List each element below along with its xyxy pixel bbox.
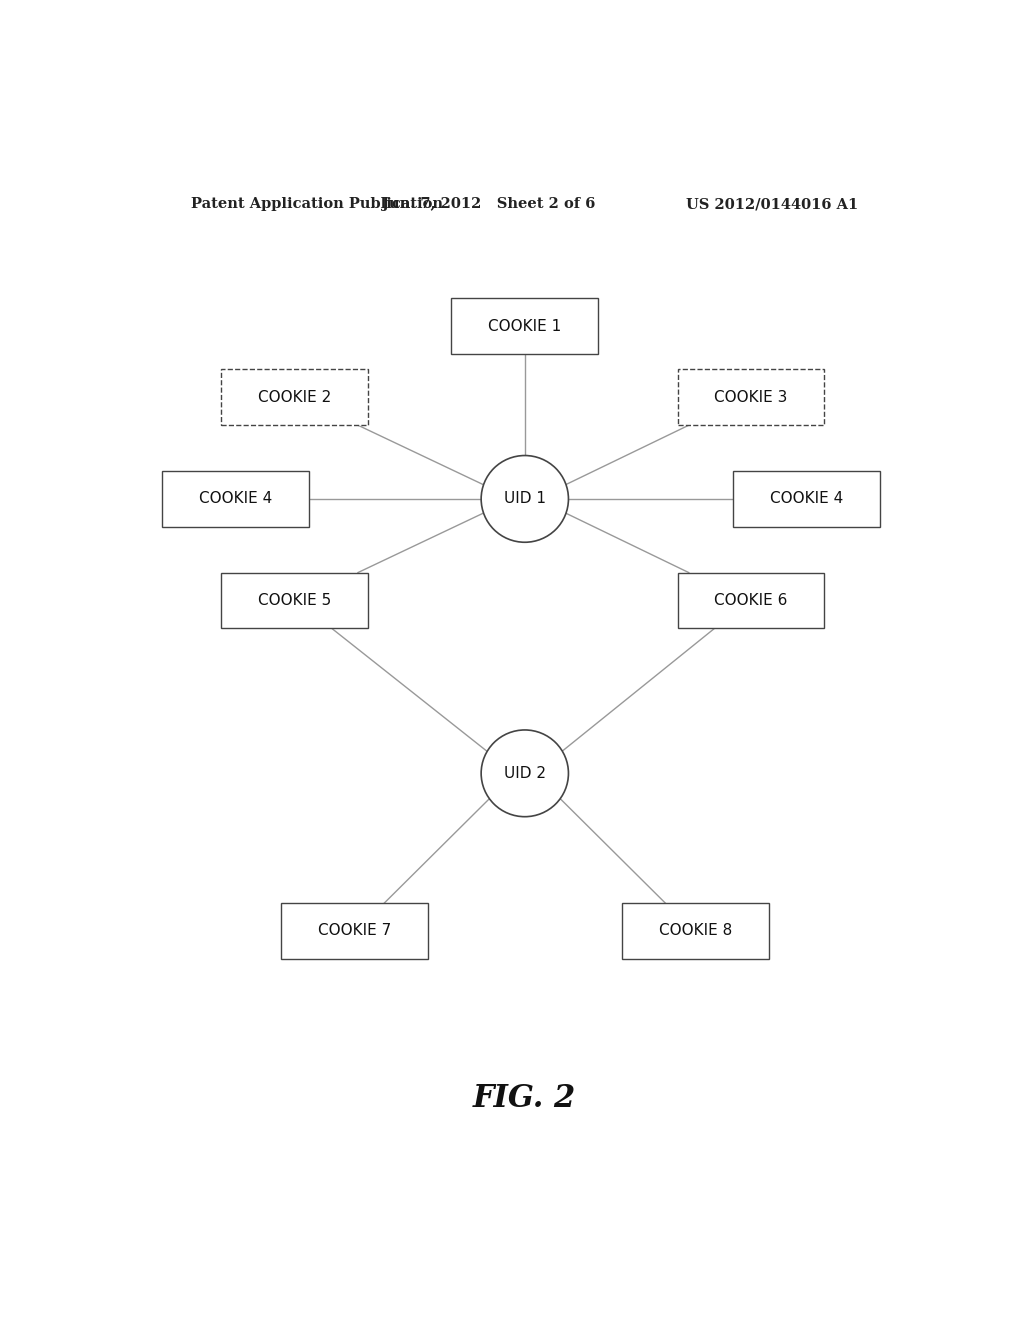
Text: US 2012/0144016 A1: US 2012/0144016 A1: [686, 197, 858, 211]
FancyBboxPatch shape: [678, 573, 824, 628]
FancyBboxPatch shape: [733, 471, 880, 527]
FancyBboxPatch shape: [452, 298, 598, 354]
Text: COOKIE 6: COOKIE 6: [715, 593, 787, 609]
Text: Jun. 7, 2012   Sheet 2 of 6: Jun. 7, 2012 Sheet 2 of 6: [382, 197, 596, 211]
FancyBboxPatch shape: [221, 573, 368, 628]
Text: COOKIE 4: COOKIE 4: [770, 491, 843, 507]
FancyBboxPatch shape: [622, 903, 769, 958]
FancyBboxPatch shape: [281, 903, 428, 958]
FancyBboxPatch shape: [162, 471, 308, 527]
Text: COOKIE 3: COOKIE 3: [715, 389, 787, 405]
Text: Patent Application Publication: Patent Application Publication: [191, 197, 443, 211]
FancyBboxPatch shape: [221, 370, 368, 425]
Text: COOKIE 5: COOKIE 5: [258, 593, 332, 609]
Ellipse shape: [481, 455, 568, 543]
Text: UID 1: UID 1: [504, 491, 546, 507]
Text: COOKIE 8: COOKIE 8: [658, 924, 732, 939]
Text: COOKIE 2: COOKIE 2: [258, 389, 332, 405]
Text: UID 2: UID 2: [504, 766, 546, 781]
Text: COOKIE 7: COOKIE 7: [317, 924, 391, 939]
Text: FIG. 2: FIG. 2: [473, 1084, 577, 1114]
Text: COOKIE 1: COOKIE 1: [488, 318, 561, 334]
Ellipse shape: [481, 730, 568, 817]
Text: COOKIE 4: COOKIE 4: [199, 491, 271, 507]
FancyBboxPatch shape: [678, 370, 824, 425]
